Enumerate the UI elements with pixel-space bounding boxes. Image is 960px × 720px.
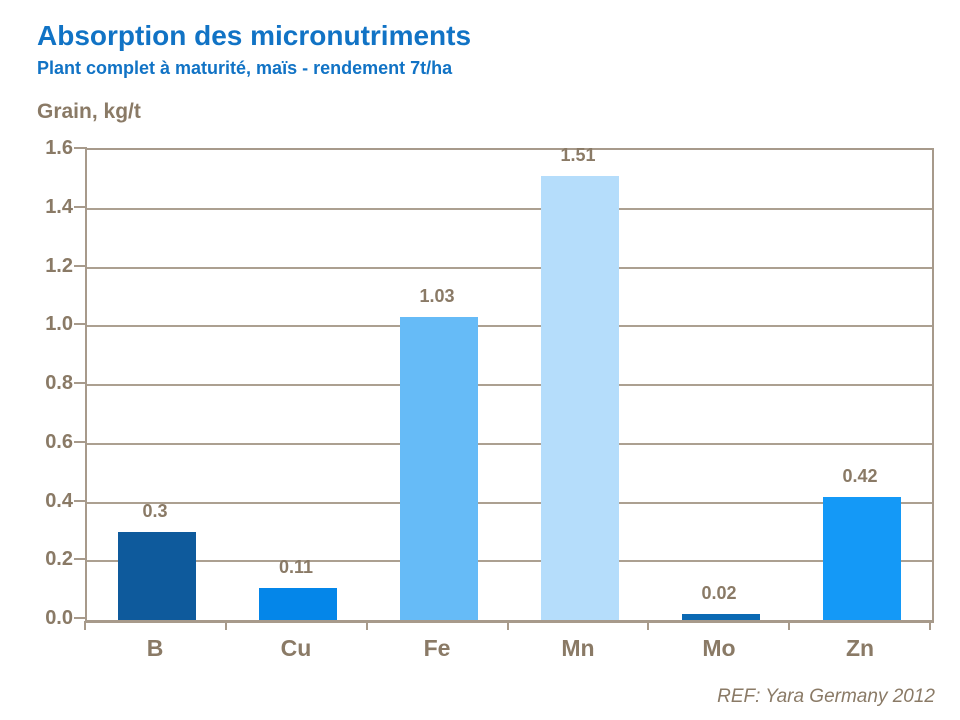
gridline-y-0.6 [87, 442, 932, 445]
x-category-label-Mn: Mn [561, 635, 595, 661]
y-tick-mark [74, 499, 87, 502]
x-tick-mark [225, 621, 227, 630]
x-category-label-Zn: Zn [845, 635, 875, 661]
y-axis-title: Grain, kg/t [37, 100, 141, 123]
y-tick-mark [74, 323, 87, 326]
y-tick-mark [74, 382, 87, 384]
x-category-label-Fe: Fe [423, 635, 451, 661]
bar-Mo [682, 614, 760, 620]
x-category-label-Cu: Cu [280, 635, 312, 661]
y-tick-mark [74, 264, 87, 267]
reference-note: REF: Yara Germany 2012 [717, 686, 935, 707]
bar-value-label-Cu: 0.11 [278, 557, 314, 577]
gridline-y-0.4 [87, 501, 932, 504]
plot-area [85, 148, 934, 623]
gridline-y-1.0 [87, 325, 932, 328]
gridline-y-1.4 [87, 207, 932, 210]
y-tick-label: 0.6 [45, 430, 73, 453]
bar-value-label-B: 0.3 [142, 501, 168, 521]
y-tick-label: 0.0 [45, 607, 73, 629]
y-tick-mark [74, 617, 87, 619]
x-tick-mark [929, 621, 931, 630]
gridline-y-0.8 [87, 384, 932, 386]
chart-subtitle: Plant complet à maturité, maïs - rendeme… [37, 58, 453, 78]
bar-B [118, 532, 196, 620]
bar-value-label-Zn: 0.42 [842, 466, 878, 486]
bar-value-label-Mo: 0.02 [701, 583, 737, 603]
bar-Zn [823, 497, 901, 620]
y-tick-label: 0.4 [45, 489, 73, 512]
x-tick-mark [788, 621, 790, 630]
x-tick-mark [647, 621, 649, 630]
y-tick-mark [74, 205, 87, 208]
x-tick-mark [84, 621, 86, 630]
y-tick-mark [74, 147, 87, 149]
x-tick-mark [366, 621, 368, 630]
gridline-y-1.2 [87, 266, 932, 269]
y-tick-label: 0.8 [45, 372, 73, 394]
chart-title: Absorption des micronutriments [37, 20, 472, 51]
y-tick-mark [74, 558, 87, 561]
bar-value-label-Fe: 1.03 [419, 286, 455, 306]
y-tick-label: 0.2 [45, 548, 73, 571]
y-tick-label: 1.0 [45, 313, 73, 336]
bar-value-label-Mn: 1.51 [560, 145, 596, 165]
gridline-y-0.2 [87, 560, 932, 563]
bar-Fe [400, 317, 478, 620]
x-category-label-Mo: Mo [702, 635, 736, 661]
bar-Mn [541, 176, 619, 620]
y-tick-label: 1.6 [45, 137, 73, 159]
x-tick-mark [507, 621, 509, 630]
y-tick-label: 1.2 [45, 254, 73, 277]
bar-Cu [259, 588, 337, 620]
y-tick-label: 1.4 [45, 195, 73, 218]
x-category-label-B: B [146, 635, 164, 661]
y-tick-mark [74, 440, 87, 443]
